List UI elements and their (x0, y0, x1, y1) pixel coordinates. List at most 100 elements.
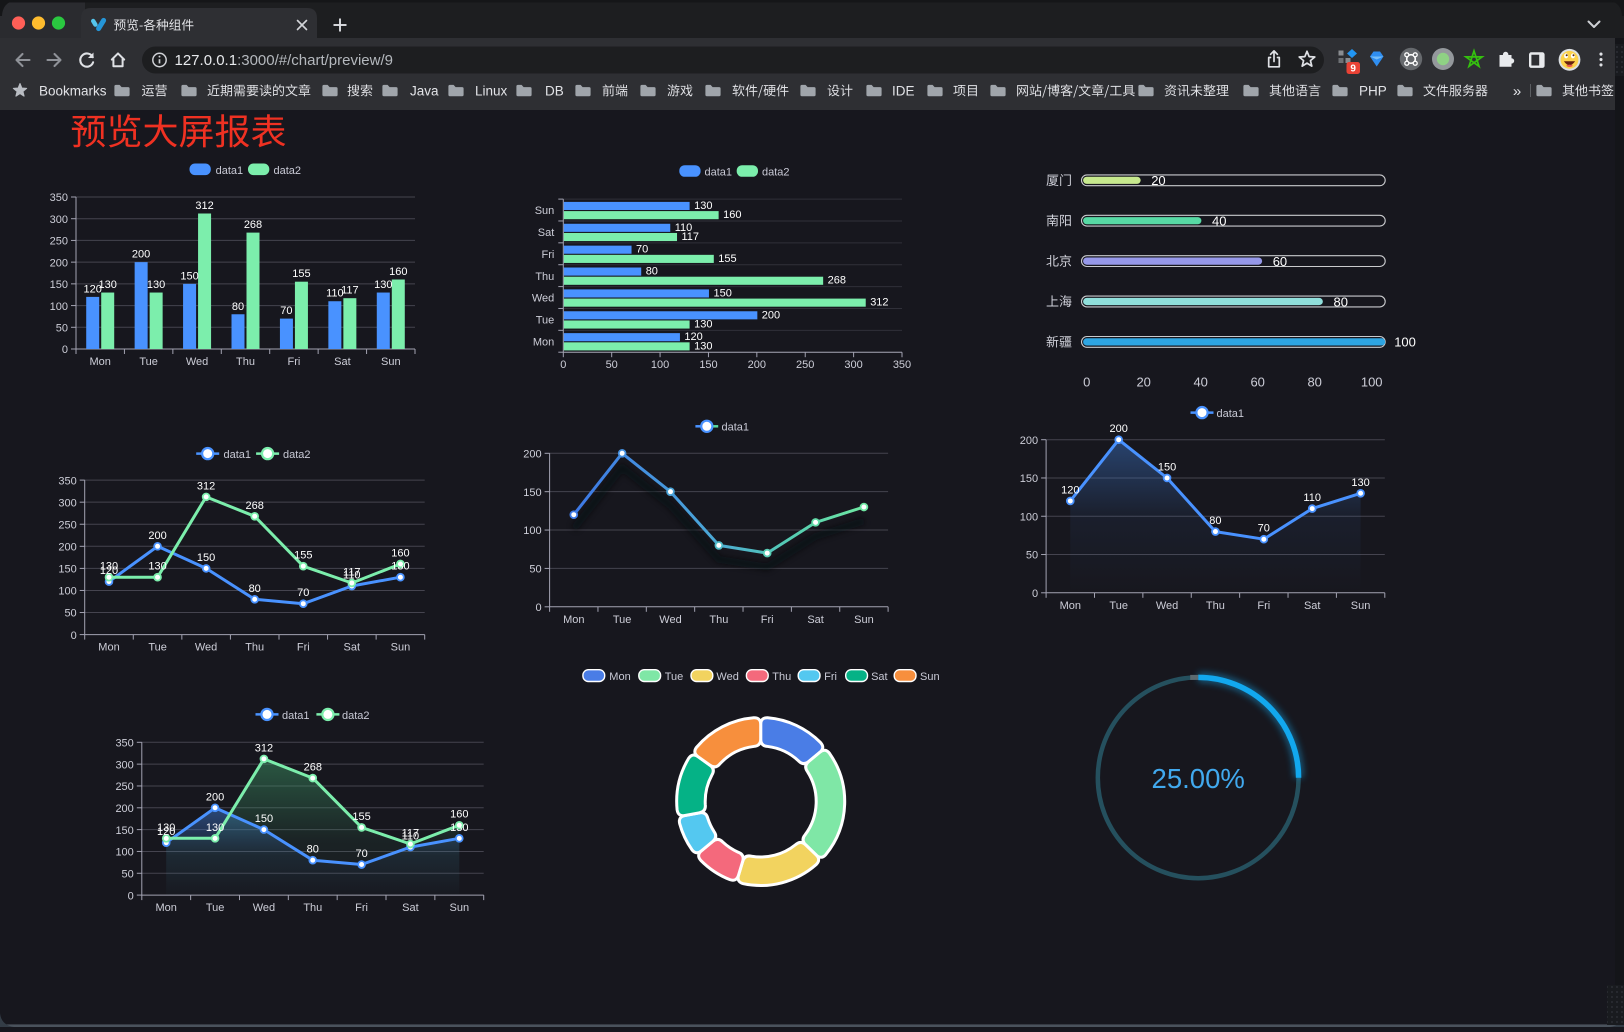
svg-text:100: 100 (523, 525, 541, 537)
svg-text:0: 0 (535, 602, 541, 614)
svg-text:Tue: Tue (1109, 600, 1128, 612)
svg-text:150: 150 (50, 279, 68, 291)
svg-text:155: 155 (352, 811, 370, 823)
svg-text:100: 100 (58, 586, 76, 598)
svg-text:350: 350 (58, 475, 76, 487)
svg-text:70: 70 (636, 244, 648, 256)
svg-text:300: 300 (115, 759, 133, 771)
svg-text:Sun: Sun (535, 205, 555, 217)
svg-text:50: 50 (64, 608, 76, 620)
svg-text:200: 200 (50, 257, 68, 269)
svg-text:312: 312 (197, 480, 215, 492)
svg-text:160: 160 (389, 266, 407, 278)
svg-text:80: 80 (249, 583, 261, 595)
svg-text:120: 120 (1061, 484, 1079, 496)
svg-text:Tue: Tue (148, 642, 167, 654)
svg-text:117: 117 (402, 828, 420, 840)
svg-text:117: 117 (682, 231, 700, 243)
svg-text:50: 50 (529, 564, 541, 576)
svg-text:150: 150 (1020, 473, 1038, 485)
svg-text:300: 300 (58, 497, 76, 509)
svg-text:130: 130 (100, 561, 118, 573)
svg-text:70: 70 (297, 587, 309, 599)
svg-text:268: 268 (244, 219, 262, 231)
svg-text:40: 40 (1193, 375, 1207, 390)
svg-text:Mon: Mon (155, 902, 176, 914)
svg-text:250: 250 (115, 781, 133, 793)
svg-text:Sun: Sun (450, 902, 470, 914)
svg-text:300: 300 (50, 214, 68, 226)
svg-text:Wed: Wed (716, 671, 738, 683)
svg-text:100: 100 (651, 359, 669, 371)
svg-text:Wed: Wed (186, 356, 208, 368)
svg-text:100: 100 (1394, 335, 1416, 350)
svg-text:Tue: Tue (613, 614, 632, 626)
svg-text:Mon: Mon (533, 337, 554, 349)
svg-text:0: 0 (62, 344, 68, 356)
svg-text:Tue: Tue (139, 356, 158, 368)
svg-text:data1: data1 (216, 165, 244, 177)
svg-text:Mon: Mon (89, 356, 110, 368)
svg-text:160: 160 (450, 809, 468, 821)
svg-text:Tue: Tue (206, 902, 225, 914)
svg-text:312: 312 (255, 742, 273, 754)
svg-text:80: 80 (646, 266, 658, 278)
svg-text:100: 100 (1361, 375, 1383, 390)
svg-text:Wed: Wed (1156, 600, 1178, 612)
svg-text:Wed: Wed (659, 614, 681, 626)
svg-text:150: 150 (699, 359, 717, 371)
svg-text:Mon: Mon (609, 671, 630, 683)
svg-text:0: 0 (1083, 375, 1090, 390)
svg-text:250: 250 (58, 519, 76, 531)
svg-text:80: 80 (1334, 294, 1348, 309)
svg-text:155: 155 (292, 268, 310, 280)
svg-text:Thu: Thu (245, 642, 264, 654)
svg-text:Sun: Sun (854, 614, 874, 626)
svg-text:130: 130 (99, 279, 117, 291)
svg-text:data2: data2 (283, 449, 311, 461)
svg-text:Bookmarks: Bookmarks (39, 84, 107, 99)
svg-text:110: 110 (343, 570, 361, 582)
svg-text:50: 50 (606, 359, 618, 371)
svg-text:40: 40 (1212, 214, 1226, 229)
svg-text:Sun: Sun (920, 671, 940, 683)
svg-text:200: 200 (206, 791, 224, 803)
svg-text:155: 155 (294, 550, 312, 562)
svg-text:Sun: Sun (391, 642, 411, 654)
svg-text:100: 100 (115, 847, 133, 859)
svg-text:80: 80 (307, 844, 319, 856)
svg-text:Mon: Mon (1060, 600, 1081, 612)
svg-text:130: 130 (694, 200, 712, 212)
svg-text:Thu: Thu (303, 902, 322, 914)
svg-text:160: 160 (391, 548, 409, 560)
svg-text:0: 0 (1032, 588, 1038, 600)
svg-text:250: 250 (50, 236, 68, 248)
svg-text:120: 120 (84, 283, 102, 295)
svg-text:350: 350 (50, 192, 68, 204)
svg-text:100: 100 (1020, 512, 1038, 524)
svg-text:Thu: Thu (709, 614, 728, 626)
svg-text:Fri: Fri (1257, 600, 1270, 612)
svg-text:Wed: Wed (195, 642, 217, 654)
svg-text:127.0.0.1:3000/#/chart/preview: 127.0.0.1:3000/#/chart/preview/9 (175, 52, 394, 69)
svg-text:130: 130 (694, 319, 712, 331)
svg-text:Thu: Thu (1206, 600, 1225, 612)
svg-text:Sat: Sat (871, 671, 888, 683)
svg-text:117: 117 (341, 285, 359, 297)
svg-text:110: 110 (326, 288, 344, 300)
svg-text:80: 80 (1209, 515, 1221, 527)
svg-text:110: 110 (402, 831, 420, 843)
svg-text:data1: data1 (1217, 408, 1245, 420)
svg-text:60: 60 (1250, 375, 1264, 390)
svg-text:25.00%: 25.00% (1152, 763, 1245, 794)
svg-text:Sat: Sat (538, 227, 555, 239)
svg-text:Thu: Thu (772, 671, 791, 683)
svg-text:130: 130 (374, 279, 392, 291)
svg-text:PHP: PHP (1359, 83, 1387, 98)
svg-text:200: 200 (132, 249, 150, 261)
svg-text:160: 160 (723, 209, 741, 221)
svg-text:Fri: Fri (541, 249, 554, 261)
svg-text:Sat: Sat (807, 614, 824, 626)
svg-text:150: 150 (58, 564, 76, 576)
svg-text:130: 130 (1351, 477, 1369, 489)
